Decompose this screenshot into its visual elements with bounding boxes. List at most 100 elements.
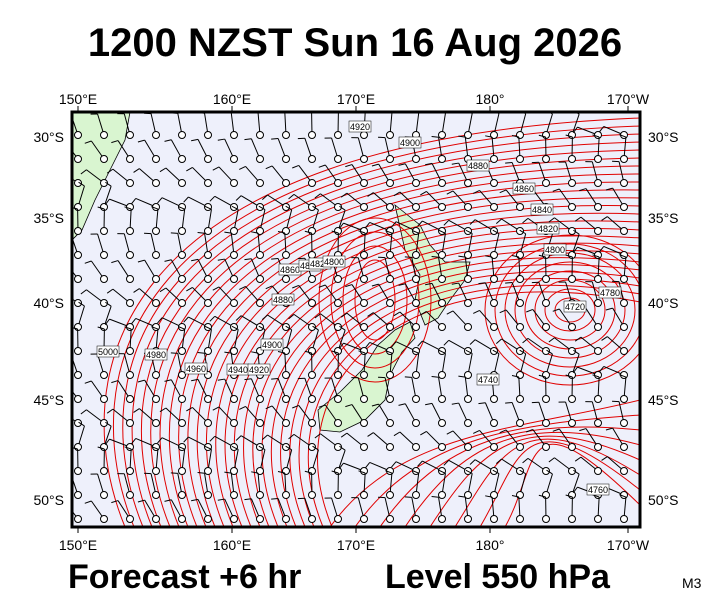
barb-feather (304, 470, 312, 474)
barb-stem (346, 192, 362, 206)
lat-label: 30°S (648, 129, 679, 145)
barb-stem (165, 167, 180, 181)
barb-feather (55, 170, 60, 174)
station (100, 179, 108, 187)
barb-feather (393, 431, 401, 437)
station (412, 275, 420, 283)
barb-feather (97, 206, 105, 210)
station (126, 299, 134, 307)
station (152, 131, 160, 139)
barb-stem (484, 402, 494, 420)
barb-feather (204, 445, 212, 450)
station (464, 443, 472, 451)
barb-feather (492, 349, 500, 355)
barb-stem (86, 289, 102, 302)
barb-feather (288, 433, 295, 440)
lat-label: 50°S (648, 492, 679, 508)
barb-stem (591, 161, 598, 180)
barb-feather (404, 256, 412, 258)
barb-feather (157, 437, 163, 444)
barb-feather (318, 164, 326, 168)
barb-stem (554, 457, 570, 470)
barb-feather (78, 421, 85, 427)
barb-stem (257, 113, 261, 132)
station (230, 251, 238, 259)
barb-stem (458, 402, 467, 421)
barb-feather (572, 366, 578, 374)
barb-feather (224, 231, 232, 234)
station (594, 323, 602, 331)
barb-stem (404, 403, 415, 421)
barb-stem (484, 282, 494, 300)
barb-feather (339, 325, 346, 331)
barb-stem (218, 166, 232, 181)
barb-stem (97, 233, 104, 252)
contour-label-box (144, 348, 168, 361)
barb-feather (367, 192, 374, 197)
barb-feather (239, 405, 246, 410)
barb-stem (192, 287, 206, 301)
station (152, 395, 160, 403)
barb-stem (97, 473, 104, 492)
barb-stem (538, 162, 546, 180)
barb-stem (250, 378, 260, 396)
station (100, 371, 108, 379)
barb-feather (565, 374, 573, 378)
barb-stem (623, 257, 627, 276)
station (594, 467, 602, 475)
barb-stem (612, 187, 623, 205)
barb-stem (286, 449, 293, 468)
station (360, 227, 368, 235)
barb-stem (458, 162, 467, 181)
barb-feather (538, 494, 546, 498)
barb-stem (144, 259, 155, 277)
station (386, 131, 394, 139)
barb-feather (224, 351, 232, 354)
barb-stem (532, 309, 545, 325)
barb-stem (554, 217, 570, 230)
barb-feather (338, 222, 344, 230)
barb-stem (438, 257, 442, 276)
station (464, 131, 472, 139)
barb-stem (338, 450, 346, 468)
station (74, 467, 82, 475)
station (464, 179, 472, 187)
contour (122, 133, 640, 527)
barb-feather (178, 446, 185, 450)
station (516, 227, 524, 235)
barb-stem (72, 510, 77, 517)
barb-stem (415, 473, 420, 492)
station (516, 419, 524, 427)
barb-stem (538, 282, 546, 300)
barb-feather (231, 205, 239, 210)
barb-feather (601, 456, 608, 461)
barb-feather (598, 366, 605, 373)
station (152, 419, 160, 427)
barb-feather (338, 342, 344, 350)
barb-stem (320, 433, 336, 446)
station (100, 155, 108, 163)
barb-stem (546, 113, 553, 132)
barb-stem (474, 339, 492, 350)
barb-feather (492, 469, 500, 475)
barb-stem (129, 329, 132, 348)
station (620, 515, 628, 523)
station (100, 227, 108, 235)
station (386, 275, 394, 283)
barb-stem (351, 164, 363, 181)
barb-stem (603, 245, 621, 255)
barb-feather (212, 286, 220, 291)
barb-stem (177, 113, 182, 132)
station (334, 323, 342, 331)
barb-stem (438, 137, 442, 156)
station (152, 179, 160, 187)
contour-label: 4720 (565, 302, 585, 312)
station (386, 155, 394, 163)
barb-stem (458, 282, 467, 301)
barb-feather (137, 379, 145, 383)
station (256, 467, 264, 475)
barb-feather (277, 231, 285, 234)
barb-stem (448, 339, 466, 350)
station (412, 203, 420, 211)
station (152, 491, 160, 499)
